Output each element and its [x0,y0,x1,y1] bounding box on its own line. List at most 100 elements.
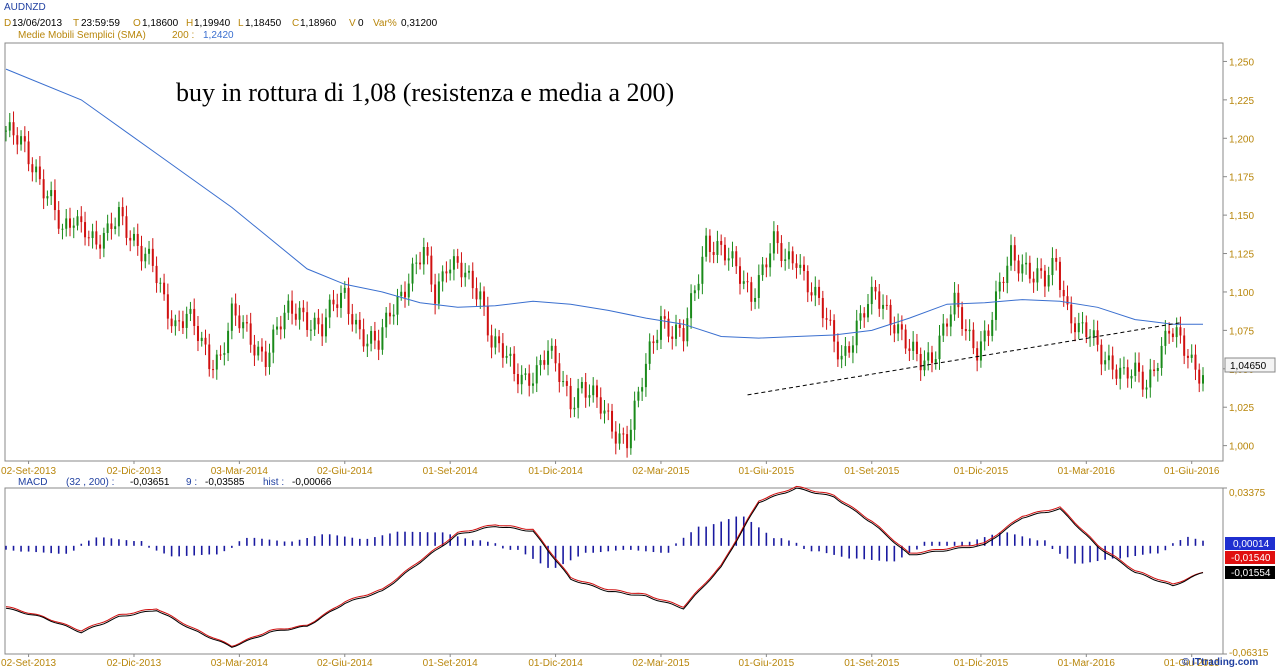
candle-body [652,341,655,344]
candle-body [543,360,546,365]
signal-line [5,485,1204,647]
sma-value: 1,2420 [203,30,234,41]
candle-body [27,141,30,165]
candle-body [336,304,339,308]
candle-body [65,218,68,229]
candle-body [1096,330,1099,345]
hist-bar [313,536,316,546]
hist-bar [998,532,1001,546]
candle-body [110,223,113,229]
candle-body [1126,367,1129,379]
candle-body [1013,245,1016,261]
hist-bar [509,545,512,550]
hist-bar [351,537,354,546]
candle-body [50,190,53,197]
candle-body [1175,327,1178,338]
hist-bar [80,543,83,546]
hist-bar [57,545,60,554]
macd-x-tick-label: 02-Dic-2013 [107,658,162,668]
candle-body [84,222,87,238]
hist-bar [1141,545,1144,555]
candle-body [821,297,824,319]
candle-body [370,330,373,344]
candle-body [1145,387,1148,390]
candle-body [174,320,177,327]
candle-body [957,292,960,308]
candle-body [810,292,813,296]
candle-body [531,383,534,386]
candle-body [430,255,433,285]
hist-bar [547,545,549,568]
candle-body [57,210,60,229]
annotation-text: buy in rottura di 1,08 (resistenza e med… [176,78,674,107]
signal-current-value: -0,03585 [205,477,245,488]
candle-body [291,300,294,314]
hist-bar [991,534,994,546]
price-x-tick-label: 01-Mar-2016 [1058,466,1116,477]
candle-body [1138,362,1141,372]
hist-bar [1074,545,1076,564]
hist-bar [916,545,918,550]
candle-body [1089,336,1092,338]
macd-y-axis: 0,03375 -0,06315 [1223,487,1269,659]
open-tag: O [133,18,141,29]
hist-bar [878,545,881,561]
hist-current-value: -0,00066 [292,477,332,488]
hist-bar [675,543,677,546]
candle-body [460,262,463,278]
candle-body [260,346,263,352]
price-x-tick-label: 02-Dic-2013 [107,466,162,477]
candle-body [106,223,109,233]
candle-body [972,329,975,349]
candle-body [437,281,440,304]
time-tag: T [73,18,79,29]
candle-body [803,264,805,272]
price-panel [4,42,1224,462]
candle-body [524,373,527,375]
candle-body [1107,355,1110,361]
candle-body [1179,327,1182,336]
hist-bar [539,545,542,564]
price-tick-label: 1,125 [1229,250,1254,261]
candle-body [434,284,437,304]
hist-bar [690,532,692,546]
macd-x-axis: 02-Set-2013 02-Dic-2013 03-Mar-2014 02-Giu-… [1,654,1220,668]
hist-bar [622,545,625,550]
hist-bar [110,538,113,546]
candle-body [562,381,565,383]
candle-body [46,196,49,199]
hist-bar [231,545,233,548]
hist-bar [742,516,745,546]
hist-bar [1013,534,1016,546]
candle-body [870,286,873,305]
high-tag: H [186,18,193,29]
candle-body [117,207,120,227]
candle-body [321,324,324,337]
candle-body [595,385,598,398]
candle-body [351,314,354,325]
candle-body [234,303,237,316]
candle-body [388,312,391,317]
hist-bar [645,545,647,552]
var-tag: Var% [373,18,397,29]
hist-bar [1089,545,1091,563]
candle-body [441,271,444,282]
hist-bar [291,541,293,546]
candle-body [799,264,802,268]
candle-body [426,247,429,256]
candle-body [580,381,583,389]
candle-body [629,429,632,449]
candle-body [419,262,422,265]
price-tick-label: 1,200 [1229,134,1254,145]
hist-bar [532,545,534,559]
candle-body [848,346,851,353]
candle-body [614,431,617,444]
candle-body [99,244,102,249]
candle-body [938,335,941,360]
candle-body [196,325,199,342]
candle-body [456,256,459,263]
price-tick-label: 1,075 [1229,326,1254,337]
candle-body [509,353,512,356]
hist-bar [795,542,798,546]
candle-body [1198,369,1201,384]
